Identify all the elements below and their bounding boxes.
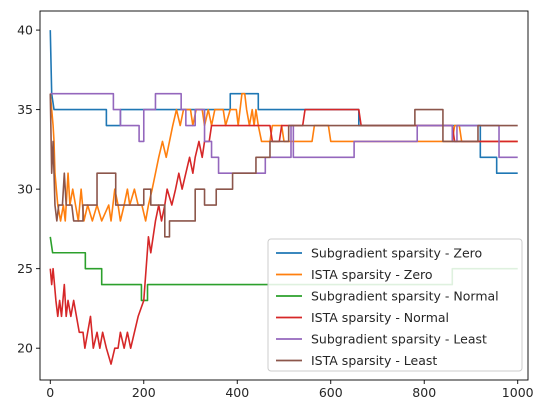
legend-label: Subgradient sparsity - Normal (311, 289, 499, 304)
legend: Subgradient sparsity - Zero ISTA sparsity… (268, 239, 522, 371)
legend-label: ISTA sparsity - Zero (311, 267, 433, 282)
series-line-1 (50, 30, 517, 173)
y-tick-label: 20 (17, 341, 33, 356)
x-tick-label: 0 (46, 385, 54, 400)
y-tick-label: 25 (17, 261, 33, 276)
x-tick-label: 800 (412, 385, 436, 400)
x-tick-label: 200 (132, 385, 156, 400)
x-tick-label: 600 (319, 385, 343, 400)
y-tick-label: 40 (17, 23, 33, 38)
y-tick-label: 35 (17, 102, 33, 117)
legend-label: Subgradient sparsity - Zero (311, 246, 482, 261)
legend-label: ISTA sparsity - Least (311, 353, 437, 368)
x-tick-label: 400 (225, 385, 249, 400)
legend-label: ISTA sparsity - Normal (311, 310, 449, 325)
x-tick-label: 1000 (502, 385, 534, 400)
series-line-5 (50, 94, 517, 174)
y-tick-label: 30 (17, 182, 33, 197)
legend-label: Subgradient sparsity - Least (311, 332, 487, 347)
